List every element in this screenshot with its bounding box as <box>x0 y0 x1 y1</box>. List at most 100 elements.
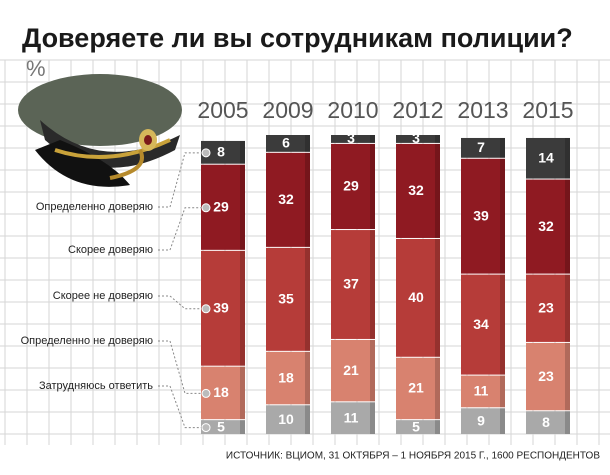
bar-side <box>565 274 570 342</box>
bar-side <box>565 342 570 411</box>
leader-line <box>158 295 205 310</box>
bar-side <box>435 238 440 357</box>
bar-side <box>370 339 375 402</box>
bar-side <box>565 411 570 434</box>
bar-side <box>240 250 245 366</box>
data-label: 3 <box>347 130 355 146</box>
data-label: 40 <box>408 289 424 305</box>
data-label: 8 <box>217 144 225 160</box>
bar-side <box>435 357 440 420</box>
data-label: 23 <box>538 299 554 315</box>
bar-side <box>370 402 375 434</box>
bar-side <box>565 137 570 179</box>
bar-segment <box>396 420 440 434</box>
legend-label: Затрудняюсь ответить <box>39 380 153 392</box>
bar-side <box>500 274 505 375</box>
bar-segment <box>266 152 310 247</box>
x-tick-label: 2005 <box>197 97 248 123</box>
bar-side <box>435 143 440 238</box>
x-tick-label: 2012 <box>392 97 443 123</box>
bar-side <box>435 135 440 143</box>
bar-side <box>305 135 310 152</box>
bar-side <box>435 420 440 434</box>
legend-label: Скорее доверяю <box>68 244 153 256</box>
legend-label: Определенно доверяю <box>36 201 153 213</box>
data-label: 32 <box>538 218 554 234</box>
bar-side <box>500 158 505 274</box>
legend-dot <box>201 423 211 433</box>
data-label: 21 <box>343 362 359 378</box>
bar-segment <box>266 135 310 152</box>
bar-side <box>370 143 375 230</box>
data-label: 37 <box>343 276 359 292</box>
leader-line <box>158 385 205 429</box>
bar-segment <box>331 402 375 434</box>
legend-label: Скорее не доверяю <box>53 290 153 302</box>
bar-segment <box>266 351 310 405</box>
bar-side <box>305 351 310 405</box>
bar-segment <box>526 137 570 179</box>
bar-segment <box>526 274 570 342</box>
leader-line <box>158 340 205 394</box>
chart-title: Доверяете ли вы сотрудникам полиции? <box>22 23 573 53</box>
data-label: 32 <box>278 191 294 207</box>
bar-side <box>370 230 375 339</box>
bar-segment <box>396 135 440 143</box>
bar-segment <box>461 137 505 158</box>
bar-side <box>500 375 505 408</box>
legend-dot <box>201 388 211 398</box>
bar-side <box>240 140 245 164</box>
bar-segment <box>266 405 310 434</box>
x-tick-label: 2009 <box>262 97 313 123</box>
data-label: 35 <box>278 291 294 307</box>
bar-segment <box>201 140 245 164</box>
bar-segment <box>396 357 440 420</box>
data-label: 39 <box>473 207 489 223</box>
data-label: 34 <box>473 316 489 332</box>
bar-segment <box>461 158 505 274</box>
data-label: 7 <box>477 139 485 155</box>
legend-label: Определенно не доверяю <box>21 335 153 347</box>
bar-segment <box>331 143 375 230</box>
data-label: 18 <box>278 369 294 385</box>
police-cap <box>18 74 182 187</box>
x-tick-label: 2015 <box>522 97 573 123</box>
x-tick-label: 2013 <box>457 97 508 123</box>
bar-side <box>305 405 310 434</box>
data-label: 39 <box>213 299 229 315</box>
data-label: 10 <box>278 411 294 427</box>
data-label: 23 <box>538 368 554 384</box>
bar-segment <box>396 143 440 238</box>
bar-side <box>305 247 310 351</box>
bar-segment <box>331 339 375 402</box>
leader-line <box>158 152 205 208</box>
data-label: 9 <box>477 412 485 428</box>
bar-segment <box>331 135 375 143</box>
data-label: 29 <box>343 178 359 194</box>
data-label: 3 <box>412 130 420 146</box>
bar-segment <box>331 230 375 339</box>
data-label: 32 <box>408 182 424 198</box>
source-note: ИСТОЧНИК: ВЦИОМ, 31 ОКТЯБРЯ – 1 НОЯБРЯ 2… <box>226 451 600 462</box>
data-label: 11 <box>344 409 359 425</box>
legend-dot <box>201 203 211 213</box>
bar-segment <box>396 238 440 357</box>
data-label: 6 <box>282 135 290 151</box>
bar-side <box>305 152 310 247</box>
legend-dot <box>201 148 211 158</box>
bar-side <box>240 366 245 420</box>
bar-side <box>565 179 570 274</box>
bar-segment <box>461 408 505 434</box>
bar-segment <box>461 274 505 375</box>
data-label: 5 <box>412 418 420 434</box>
bar-segment <box>461 375 505 408</box>
bar-segment <box>526 342 570 411</box>
x-tick-label: 2010 <box>327 97 378 123</box>
bar-segment <box>526 411 570 434</box>
data-label: 5 <box>217 418 225 434</box>
chart-subtitle: % <box>26 56 46 81</box>
data-label: 21 <box>408 380 424 396</box>
data-label: 11 <box>474 383 489 399</box>
bar-side <box>500 408 505 434</box>
